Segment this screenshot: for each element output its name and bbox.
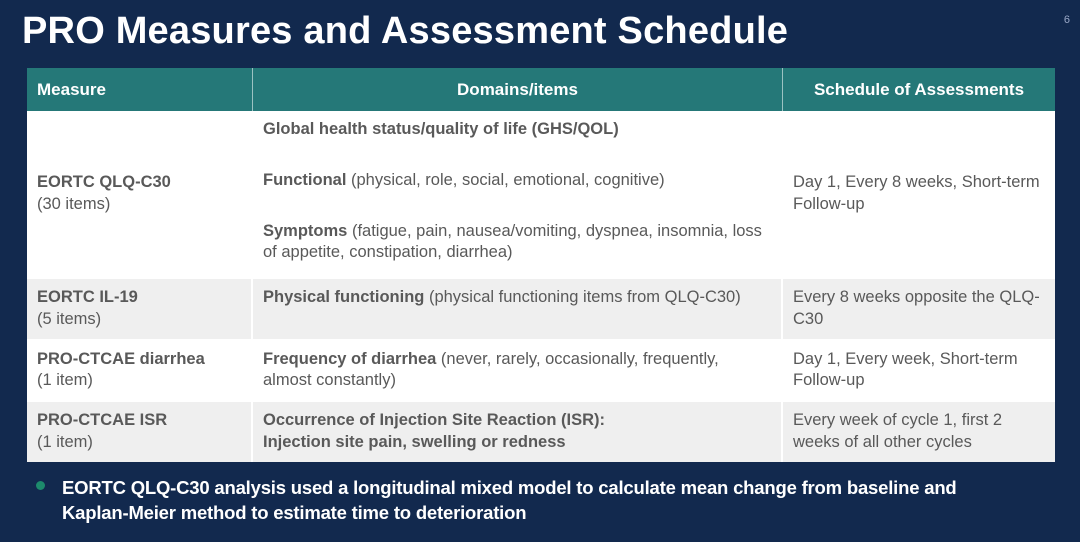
domain-paragraph: Physical functioning (physical functioni… [263, 287, 769, 309]
domain-rest: (fatigue, pain, nausea/vomiting, dyspnea… [263, 221, 762, 262]
domain-paragraph: Symptoms (fatigue, pain, nausea/vomiting… [263, 221, 769, 265]
header-cell-schedule: Schedule of Assessments [813, 79, 1025, 99]
table-row-il-19: EORTC IL-19 (5 items) Physical functioni… [27, 277, 1055, 339]
footnote-text: Descriptive analysis were used for PRO-C… [62, 539, 472, 542]
measure-items: (30 items) [37, 195, 111, 213]
slide-title: PRO Measures and Assessment Schedule [22, 10, 789, 52]
domain-paragraph: Injection site pain, swelling or redness [263, 432, 769, 454]
table-header-row: Measure Domains/items Schedule of Assess… [27, 68, 1055, 111]
measure-items: (1 item) [37, 432, 93, 451]
table-row-qlq-c30: EORTC QLQ-C30 (30 items) Global health s… [27, 111, 1055, 277]
measure-name: PRO-CTCAE ISR [37, 411, 168, 430]
schedule-cell: Every week of cycle 1, first 2 weeks of … [793, 411, 1003, 451]
domains-cell: Global health status/quality of life (GH… [253, 111, 783, 277]
bullet-icon [36, 480, 45, 490]
schedule-cell: Day 1, Every week, Short-term Follow-up [793, 349, 1018, 390]
domain-rest: (physical functioning items from QLQ-C30… [424, 288, 741, 306]
domains-cell: Occurrence of Injection Site Reaction (I… [253, 402, 783, 462]
domains-cell: Physical functioning (physical functioni… [253, 279, 783, 339]
footnote-item: EORTC QLQ-C30 analysis used a longitudin… [36, 475, 1080, 526]
domain-paragraph: Functional (physical, role, social, emot… [263, 170, 769, 192]
domain-lead: Injection site pain, swelling or redness [263, 432, 566, 451]
measure-cell: EORTC IL-19 (5 items) [27, 279, 253, 339]
footnote-item: Descriptive analysis were used for PRO-C… [36, 539, 1080, 542]
measure-name: PRO-CTCAE diarrhea [37, 349, 205, 368]
table-row-proctcae-diarrhea: PRO-CTCAE diarrhea (1 item) Frequency of… [27, 338, 1055, 401]
page-number: 6 [1063, 14, 1070, 26]
domain-paragraph: Occurrence of Injection Site Reaction (I… [263, 410, 769, 432]
slide: 6 PRO Measures and Assessment Schedule M… [0, 10, 1080, 542]
footnotes: EORTC QLQ-C30 analysis used a longitudin… [36, 475, 1080, 542]
domain-lead: Functional [263, 170, 347, 189]
measure-items: (5 items) [37, 309, 102, 328]
schedule-cell: Day 1, Every 8 weeks, Short-term Follow-… [793, 173, 1040, 213]
measure-cell: PRO-CTCAE ISR (1 item) [27, 402, 253, 462]
domain-rest: (never, rarely, occasionally, frequently… [263, 349, 719, 390]
domain-lead: Symptoms [263, 221, 348, 240]
domain-lead: Frequency of diarrhea [263, 349, 437, 368]
footnote-text: EORTC QLQ-C30 analysis used a longitudin… [62, 476, 957, 524]
measure-cell: PRO-CTCAE diarrhea (1 item) [27, 340, 253, 401]
header-cell-measure: Measure [27, 68, 253, 111]
domain-lead: Physical functioning [263, 288, 425, 306]
measure-cell: EORTC QLQ-C30 (30 items) [27, 111, 253, 277]
domain-lead: Global health status/quality of life (GH… [263, 120, 619, 138]
domain-paragraph: Global health status/quality of life (GH… [263, 119, 769, 141]
table-body: EORTC QLQ-C30 (30 items) Global health s… [27, 111, 1055, 462]
measure-name: EORTC IL-19 [37, 288, 138, 306]
domain-paragraph: Frequency of diarrhea (never, rarely, oc… [263, 349, 769, 393]
measure-items: (1 item) [37, 371, 93, 390]
schedule-cell: Every 8 weeks opposite the QLQ-C30 [793, 288, 1040, 328]
domain-lead: Occurrence of Injection Site Reaction (I… [263, 411, 605, 430]
header-cell-domains: Domains/items [253, 68, 783, 111]
table-row-proctcae-isr: PRO-CTCAE ISR (1 item) Occurrence of Inj… [27, 400, 1055, 462]
assessment-table: Measure Domains/items Schedule of Assess… [27, 68, 1055, 462]
measure-name: EORTC QLQ-C30 [37, 173, 171, 192]
domain-rest: (physical, role, social, emotional, cogn… [346, 170, 665, 189]
domains-cell: Frequency of diarrhea (never, rarely, oc… [253, 340, 783, 401]
